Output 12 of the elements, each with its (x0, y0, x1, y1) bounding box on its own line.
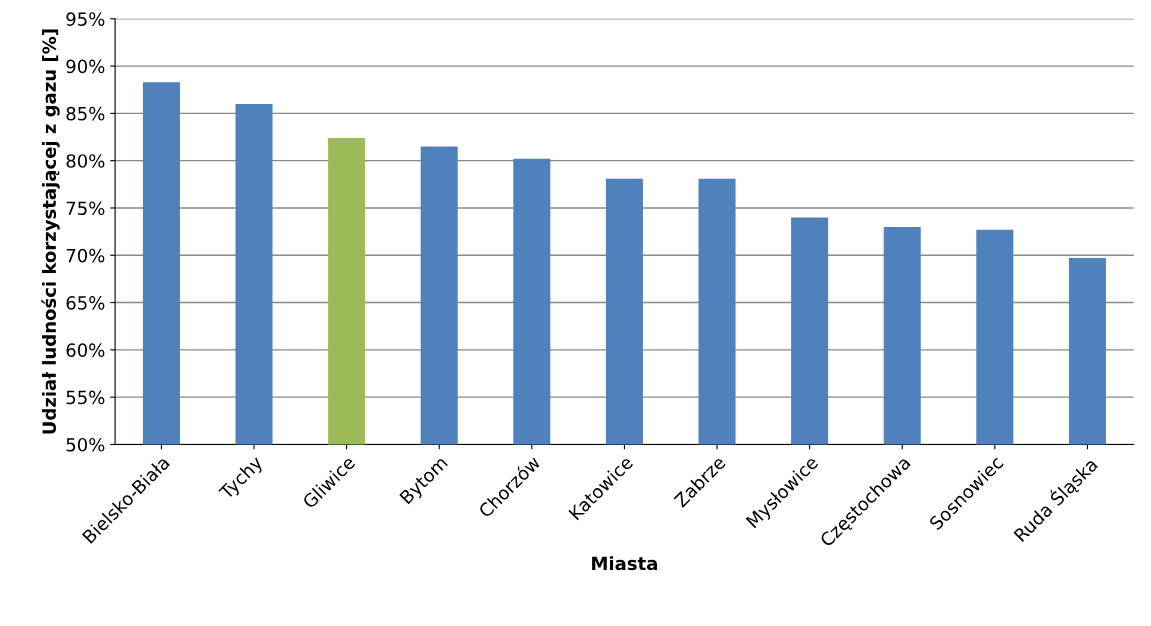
y-tick-label: 85% (66, 106, 105, 121)
y-tick-label: 90% (66, 59, 105, 74)
x-axis-title: Miasta (592, 556, 657, 571)
y-tick-label: 65% (66, 296, 105, 310)
y-tick-label: 95% (66, 12, 105, 26)
y-tick-label: 80% (66, 154, 105, 168)
y-tick-label: 60% (66, 343, 105, 357)
y-tick-label: 55% (66, 390, 105, 405)
y-tick-label: 75% (66, 201, 105, 216)
y-tick-label: 50% (66, 437, 105, 452)
y-tick-label: 70% (66, 248, 105, 263)
y-axis-title: Udział ludności korzystającej z gazu [%] (41, 29, 60, 434)
